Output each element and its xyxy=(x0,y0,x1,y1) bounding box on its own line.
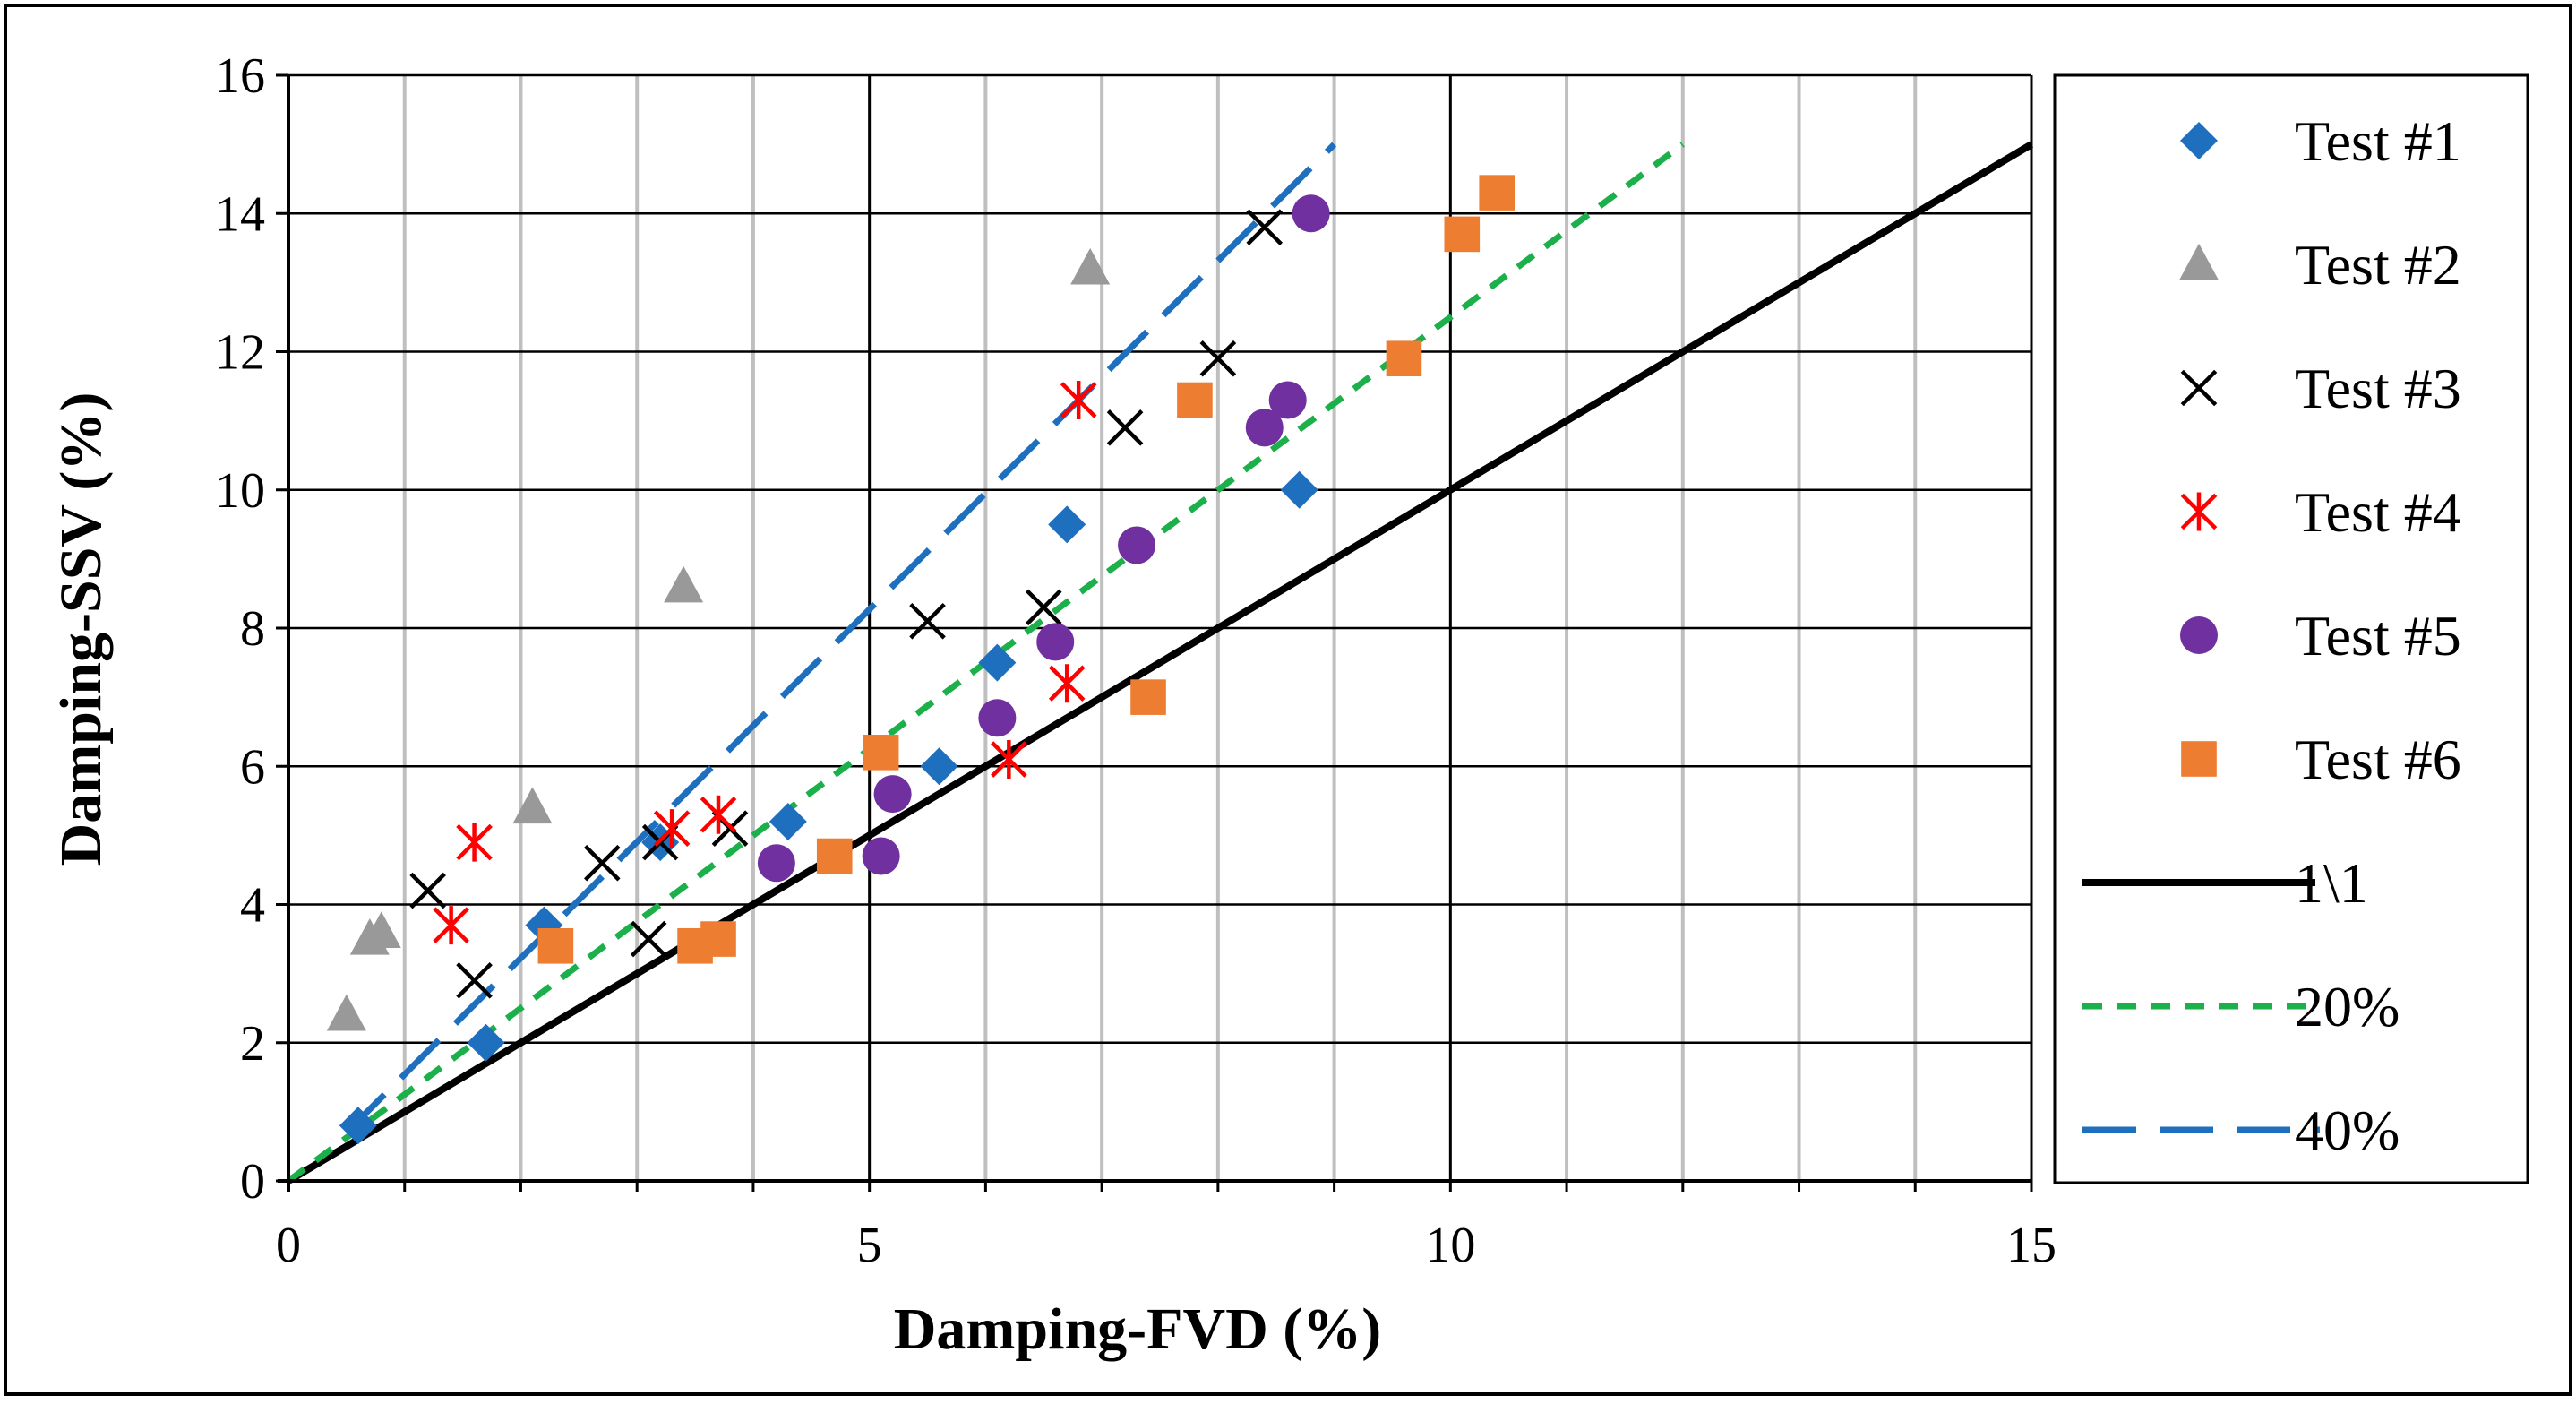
data-point-test-6 xyxy=(537,927,574,964)
y-tick-label: 8 xyxy=(240,601,265,657)
y-axis-title: Damping-SSV (%) xyxy=(48,392,114,866)
y-tick-label: 16 xyxy=(215,48,265,104)
axes: 0 2 4 6 8 10 12 14 16 0 5 10 15 xyxy=(215,48,2057,1273)
legend-symbol xyxy=(2180,369,2218,407)
y-tick-label: 0 xyxy=(240,1154,265,1210)
legend-symbol xyxy=(2180,492,2218,531)
data-point-test-5 xyxy=(1268,381,1307,419)
data-point-test-1 xyxy=(467,1023,505,1062)
data-point-test-6 xyxy=(1130,679,1166,715)
data-point-test-2 xyxy=(1070,247,1111,285)
data-point-test-3 xyxy=(583,844,621,882)
x-tick-label: 5 xyxy=(857,1218,882,1273)
data-point-test-3 xyxy=(1106,409,1144,446)
legend-label: Test #3 xyxy=(2295,357,2461,420)
data-point-test-6 xyxy=(816,838,853,874)
data-point-test-5 xyxy=(1036,623,1075,661)
legend-label: Test #2 xyxy=(2295,233,2461,297)
data-point-test-3 xyxy=(456,962,493,999)
y-tick-label: 10 xyxy=(215,463,265,519)
data-point-test-3 xyxy=(909,602,946,640)
legend-label: Test #4 xyxy=(2295,480,2461,544)
y-tick-label: 14 xyxy=(215,186,265,242)
data-point-test-2 xyxy=(326,994,366,1031)
data-point-test-4 xyxy=(1048,664,1086,703)
data-point-test-5 xyxy=(978,699,1017,737)
data-point-test-2 xyxy=(664,565,704,603)
y-tick-label: 12 xyxy=(215,325,265,381)
reference-line-0 xyxy=(286,141,2034,1184)
x-tick-label: 10 xyxy=(1425,1218,1475,1273)
data-point-test-1 xyxy=(1048,505,1086,544)
data-point-test-3 xyxy=(630,920,667,958)
legend-symbol xyxy=(2180,122,2218,159)
data-point-test-4 xyxy=(991,740,1027,780)
data-point-test-6 xyxy=(1386,340,1422,377)
y-tick-label: 6 xyxy=(240,739,265,795)
data-point-test-6 xyxy=(863,735,899,771)
data-point-test-1 xyxy=(339,1107,377,1145)
data-markers xyxy=(326,175,1516,1145)
data-point-test-4 xyxy=(1060,380,1097,419)
legend-label: 1\1 xyxy=(2295,851,2368,915)
data-point-test-3 xyxy=(409,872,446,909)
data-point-test-1 xyxy=(978,643,1017,682)
y-tick-label: 2 xyxy=(240,1016,265,1072)
data-point-test-6 xyxy=(1444,216,1481,253)
data-point-test-5 xyxy=(873,775,912,814)
data-point-test-6 xyxy=(1479,175,1516,211)
data-point-test-5 xyxy=(1292,194,1330,233)
data-point-test-6 xyxy=(700,921,736,957)
data-point-test-3 xyxy=(1199,340,1237,377)
data-point-test-5 xyxy=(757,844,795,883)
data-point-test-2 xyxy=(361,911,401,948)
legend-symbol xyxy=(2181,741,2217,777)
legend-label: 20% xyxy=(2295,975,2400,1038)
data-point-test-3 xyxy=(1246,209,1284,245)
data-point-test-5 xyxy=(1118,526,1156,564)
legend-label: 40% xyxy=(2295,1098,2400,1162)
y-tick-label: 4 xyxy=(240,878,265,934)
data-point-test-2 xyxy=(512,787,553,824)
data-point-test-4 xyxy=(456,823,493,862)
data-point-test-1 xyxy=(1280,470,1318,509)
data-point-test-3 xyxy=(1025,589,1062,626)
legend-box xyxy=(2053,73,2529,1184)
legend-symbol xyxy=(2179,243,2219,280)
data-point-test-4 xyxy=(433,906,469,945)
legend-label: Test #5 xyxy=(2295,604,2461,668)
data-point-test-5 xyxy=(1245,409,1284,447)
legend-label: Test #1 xyxy=(2295,109,2461,173)
data-point-test-5 xyxy=(862,837,900,875)
x-tick-label: 0 xyxy=(276,1218,301,1273)
gridlines xyxy=(288,73,2033,1181)
data-point-test-4 xyxy=(700,795,737,834)
x-tick-label: 15 xyxy=(2006,1218,2057,1273)
reference-line-2 xyxy=(344,142,1337,1135)
x-axis-title: Damping-FVD (%) xyxy=(894,1296,1381,1362)
data-point-test-1 xyxy=(920,747,958,786)
data-point-test-4 xyxy=(653,809,691,848)
legend-label: Test #6 xyxy=(2295,728,2461,791)
legend-symbol xyxy=(2180,616,2218,654)
data-point-test-6 xyxy=(1177,382,1213,418)
data-point-test-1 xyxy=(769,802,807,840)
legend: Test #1 Test #2 Test #3 Test #4 Test #5 Test … xyxy=(2053,73,2529,1184)
